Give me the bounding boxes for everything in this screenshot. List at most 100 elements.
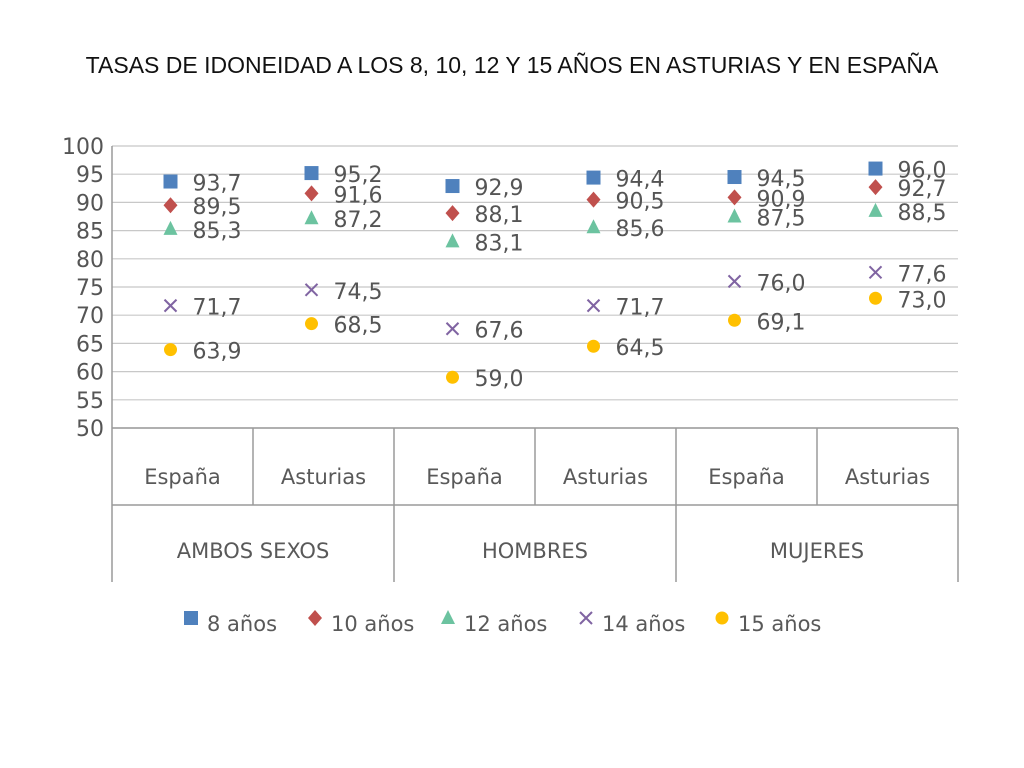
data-label: 68,5 [334, 314, 383, 339]
data-point [586, 219, 601, 234]
data-label: 74,5 [334, 280, 383, 305]
data-marks: 93,7 95,2 92,9 94,4 94,5 96,0 89,5 91,6 88,1 90,5… [163, 159, 947, 392]
legend-label: 15 años [738, 612, 821, 636]
group-label: MUJERES [770, 539, 864, 563]
legend: 8 años 10 años 12 años 14 años 15 años [184, 610, 821, 636]
data-label: 71,7 [193, 296, 242, 321]
y-tick-label: 80 [76, 248, 104, 273]
data-label: 91,6 [334, 183, 383, 208]
legend-marker [579, 611, 593, 625]
legend-marker [308, 610, 322, 626]
data-point [304, 210, 319, 225]
data-point [869, 291, 882, 305]
data-label: 92,7 [898, 177, 947, 202]
x-tick-label: Asturias [281, 465, 366, 489]
data-point [164, 343, 177, 357]
y-axis: 50 55 60 65 70 75 80 85 90 95 100 [62, 135, 104, 442]
data-point [163, 298, 178, 313]
data-point [868, 265, 883, 280]
group-label: AMBOS SEXOS [177, 539, 330, 563]
group-label: HOMBRES [482, 539, 588, 563]
data-point [445, 322, 460, 336]
data-point [304, 283, 319, 297]
y-tick-label: 50 [76, 417, 104, 442]
data-point [445, 179, 460, 194]
data-label: 87,5 [757, 207, 806, 232]
data-point [728, 313, 741, 327]
data-point [304, 185, 319, 202]
legend-item: 15 años [715, 611, 821, 636]
page-title: TASAS DE IDONEIDAD A LOS 8, 10, 12 Y 15 … [85, 52, 939, 78]
legend-item: 12 años [441, 610, 547, 636]
y-tick-label: 75 [76, 276, 104, 301]
data-point [587, 339, 600, 353]
x-tick-label: Asturias [563, 465, 648, 489]
legend-label: 14 años [602, 612, 685, 636]
data-label: 67,6 [475, 319, 524, 344]
data-point [446, 370, 459, 384]
y-tick-label: 70 [76, 304, 104, 329]
data-label: 71,7 [616, 296, 665, 321]
data-label: 92,9 [475, 176, 524, 201]
data-label: 88,5 [898, 201, 947, 226]
data-label: 73,0 [898, 288, 947, 313]
y-tick-label: 60 [76, 361, 104, 386]
data-label: 77,6 [898, 262, 947, 287]
y-tick-label: 65 [76, 332, 104, 357]
data-point [445, 233, 460, 248]
gridlines [112, 145, 958, 429]
data-point [586, 170, 601, 185]
y-tick-label: 90 [76, 191, 104, 216]
data-label: 85,6 [616, 217, 665, 242]
data-point [727, 274, 742, 289]
legend-item: 10 años [308, 610, 414, 636]
data-point [305, 317, 318, 331]
data-point [727, 189, 742, 206]
data-label: 88,1 [475, 203, 524, 228]
y-tick-label: 95 [76, 163, 104, 188]
data-point [586, 191, 601, 208]
data-label: 89,5 [193, 195, 242, 220]
data-label: 69,1 [757, 310, 806, 335]
x-tick-label: España [144, 465, 221, 489]
data-label: 64,5 [616, 336, 665, 361]
data-label: 94,4 [616, 168, 665, 193]
legend-marker [715, 611, 729, 625]
data-label: 90,5 [616, 190, 665, 215]
data-label: 87,2 [334, 208, 383, 233]
x-tick-label: España [426, 465, 503, 489]
y-tick-label: 100 [62, 135, 104, 160]
y-tick-label: 85 [76, 220, 104, 245]
data-point [445, 205, 460, 222]
x-tick-label: Asturias [845, 465, 930, 489]
data-point [727, 208, 742, 223]
data-point [868, 202, 883, 217]
data-label: 76,0 [757, 271, 806, 296]
data-label: 96,0 [898, 159, 947, 184]
data-label: 59,0 [475, 367, 524, 392]
data-label: 95,2 [334, 163, 383, 188]
data-point [304, 166, 319, 181]
y-tick-label: 55 [76, 389, 104, 414]
legend-label: 12 años [464, 612, 547, 636]
data-point [163, 174, 178, 189]
data-point [586, 298, 601, 313]
data-label: 63,9 [193, 340, 242, 365]
data-label: 83,1 [475, 231, 524, 256]
data-label: 90,9 [757, 187, 806, 212]
data-point [163, 197, 178, 214]
data-point [868, 161, 883, 176]
data-label: 85,3 [193, 219, 242, 244]
legend-marker [441, 610, 455, 624]
legend-label: 8 años [207, 612, 277, 636]
legend-label: 10 años [331, 612, 414, 636]
data-label: 93,7 [193, 172, 242, 197]
data-point [868, 179, 883, 196]
legend-item: 14 años [579, 611, 685, 636]
data-point [163, 220, 178, 235]
legend-marker [184, 611, 198, 625]
data-label: 94,5 [757, 167, 806, 192]
x-axis: España Asturias España Asturias España Asturi… [111, 146, 959, 582]
x-tick-label: España [708, 465, 785, 489]
